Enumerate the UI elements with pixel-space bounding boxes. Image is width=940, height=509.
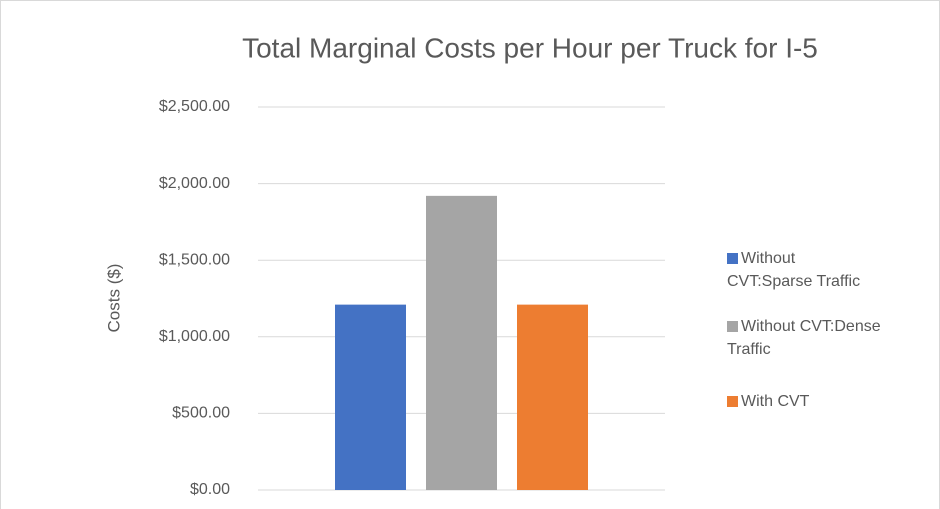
legend-label: Without CVT:Sparse Traffic [727, 250, 860, 290]
bar [517, 304, 588, 490]
y-tick-label: $1,000.00 [159, 328, 230, 345]
legend-label: With CVT [741, 393, 810, 410]
chart-title: Total Marginal Costs per Hour per Truck … [242, 32, 818, 63]
y-tick-label: $1,500.00 [159, 251, 230, 268]
bar [335, 304, 406, 490]
legend-swatch [727, 396, 738, 407]
y-tick-label: $500.00 [172, 405, 230, 422]
bar [426, 195, 497, 490]
y-axis-title: Costs ($) [104, 264, 123, 333]
y-tick-label: $0.00 [190, 481, 230, 498]
legend-swatch [727, 321, 738, 332]
y-tick-label: $2,500.00 [159, 98, 230, 115]
legend-swatch [727, 253, 738, 264]
legend-label: Without CVT:Dense Traffic [727, 318, 885, 358]
y-tick-label: $2,000.00 [159, 175, 230, 192]
